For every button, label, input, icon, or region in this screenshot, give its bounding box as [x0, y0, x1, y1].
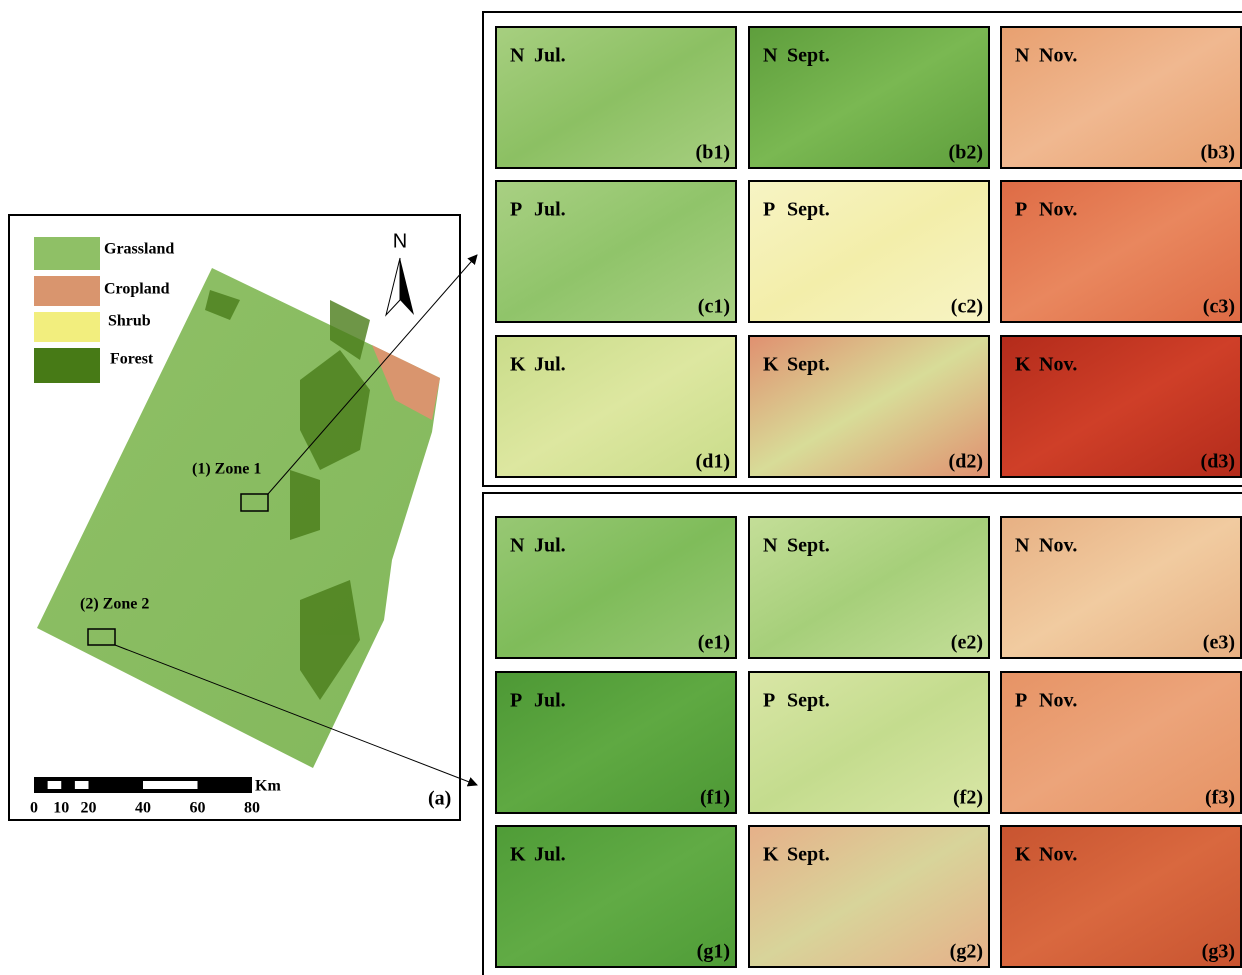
scale-segment — [143, 781, 198, 789]
legend-swatch — [34, 312, 100, 342]
tile-label: (f2) — [953, 787, 983, 809]
tile-letter: P — [510, 690, 522, 712]
legend-swatch — [34, 348, 100, 383]
tile-label: (g3) — [1202, 941, 1235, 963]
tile-month: Nov. — [1039, 690, 1077, 712]
tile-letter: N — [1015, 535, 1030, 557]
tile-label: (e2) — [951, 632, 983, 654]
tile-letter: N — [510, 535, 525, 557]
tile-label: (f3) — [1205, 787, 1235, 809]
tile-label: (d3) — [1201, 451, 1235, 473]
tile-month: Nov. — [1039, 354, 1077, 376]
zone-label: (1) Zone 1 — [192, 461, 261, 478]
tile-label: (d2) — [949, 451, 983, 473]
page: Grassland Cropland Shrub Forest N (1) Zo… — [0, 0, 1242, 975]
tile-letter: P — [763, 199, 775, 221]
scale-segment — [48, 781, 62, 789]
panel-label: (a) — [428, 788, 451, 810]
tile-letter: N — [763, 45, 778, 67]
tile-letter: K — [1015, 844, 1031, 866]
scale-tick-label: 20 — [81, 800, 97, 817]
tile-month: Jul. — [534, 354, 566, 376]
tile-month: Jul. — [534, 535, 566, 557]
tile-label: (g2) — [950, 941, 983, 963]
scale-tick-label: 80 — [244, 800, 260, 817]
tile-month: Jul. — [534, 199, 566, 221]
tiles: N Jul. (b1) N Sept. (b2) N Nov. (b3) P Jul. (c1) P Se… — [496, 27, 1241, 967]
tile-label: (b3) — [1201, 142, 1235, 164]
scale-tick-label: 40 — [135, 800, 151, 817]
scale-tick-label: 60 — [190, 800, 206, 817]
tile-month: Nov. — [1039, 45, 1077, 67]
tile-letter: K — [510, 844, 526, 866]
legend-label: Shrub — [108, 313, 151, 330]
tile-label: (g1) — [697, 941, 730, 963]
tile-letter: K — [510, 354, 526, 376]
scale-segment — [75, 781, 89, 789]
tile-letter: N — [510, 45, 525, 67]
legend-label: Forest — [110, 351, 154, 368]
tile-letter: K — [763, 844, 779, 866]
tile-month: Sept. — [787, 199, 830, 221]
tile-label: (b1) — [696, 142, 730, 164]
tile-month: Nov. — [1039, 535, 1077, 557]
tile-label: (d1) — [696, 451, 730, 473]
tile-letter: P — [1015, 690, 1027, 712]
tile-letter: P — [763, 690, 775, 712]
tile-month: Sept. — [787, 844, 830, 866]
tile-month: Nov. — [1039, 199, 1077, 221]
scale-tick-label: 0 — [30, 800, 38, 817]
tile-letter: N — [1015, 45, 1030, 67]
scale-tick-label: 10 — [53, 800, 69, 817]
tile-label: (b2) — [949, 142, 983, 164]
north-label: N — [393, 230, 407, 252]
tile-label: (e3) — [1203, 632, 1235, 654]
tile-letter: K — [763, 354, 779, 376]
tile-label: (c2) — [951, 296, 983, 318]
tile-letter: K — [1015, 354, 1031, 376]
tile-month: Nov. — [1039, 844, 1077, 866]
scale-unit: Km — [255, 778, 281, 795]
legend-label: Grassland — [104, 241, 174, 258]
tile-label: (e1) — [698, 632, 730, 654]
tile-label: (c1) — [698, 296, 730, 318]
figure: Grassland Cropland Shrub Forest N (1) Zo… — [0, 0, 1242, 975]
tile-month: Jul. — [534, 844, 566, 866]
tile-letter: N — [763, 535, 778, 557]
tile-label: (c3) — [1203, 296, 1235, 318]
zone-label: (2) Zone 2 — [80, 596, 149, 613]
tile-month: Jul. — [534, 45, 566, 67]
tile-month: Sept. — [787, 690, 830, 712]
tile-letter: P — [1015, 199, 1027, 221]
tile-month: Jul. — [534, 690, 566, 712]
tile-label: (f1) — [700, 787, 730, 809]
tile-month: Sept. — [787, 45, 830, 67]
legend-swatch — [34, 237, 100, 270]
tile-month: Sept. — [787, 354, 830, 376]
legend-swatch — [34, 276, 100, 306]
tile-letter: P — [510, 199, 522, 221]
legend-label: Cropland — [104, 281, 170, 298]
tile-month: Sept. — [787, 535, 830, 557]
